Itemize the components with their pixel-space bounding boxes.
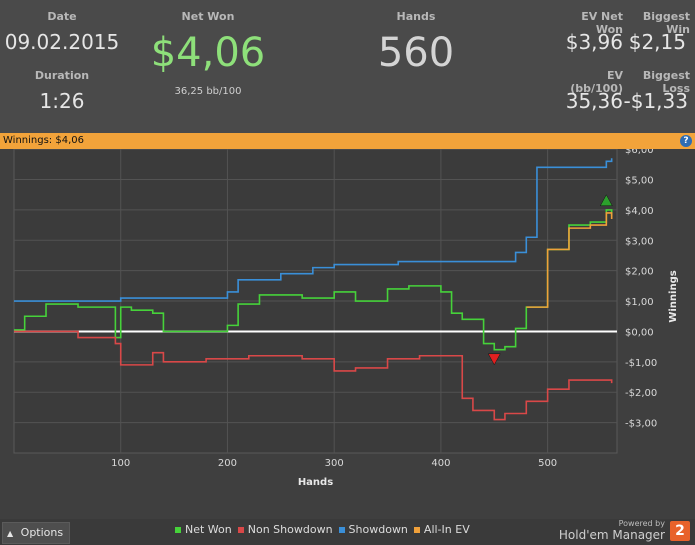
options-label: Options [20,526,64,539]
hm2-logo-icon: 2 [670,521,690,541]
date-value: 09.02.2015 [4,30,120,54]
y-tick-label: $6,00 [625,149,654,156]
hands-value: 560 [377,30,455,76]
date-label: Date [47,10,77,23]
legend-item: Showdown [338,523,408,536]
brand-name: Hold'em Manager [558,528,665,542]
winnings-banner: Winnings: $4,06 ? [0,133,695,149]
plot-area [13,146,618,454]
legend-swatch [338,527,345,533]
netwon-bb100: 36,25 bb/100 [174,86,242,97]
winnings-banner-text: Winnings: $4,06 [3,135,84,146]
legend-swatch [413,527,420,533]
legend-swatch [175,527,181,533]
ev-bb100-label: EV (bb/100) [570,69,623,95]
legend-swatch [237,527,244,533]
y-tick-label: $0,00 [625,327,654,338]
legend-item: All-In EV [413,523,470,536]
winnings-chart: 100 200 300 400 500 $6,00 $5,00 $4,00 $3,00 $2,00… [0,145,695,519]
y-axis-label: Winnings [668,270,679,322]
legend-item: Non Showdown [237,523,333,536]
stats-panel: Date 09.02.2015 Duration 1:26 Net Won $4… [0,0,695,133]
biggest-loss-label: Biggest Loss [642,69,690,95]
series-line-all-in-ev [526,212,613,308]
min-marker-icon [487,353,501,366]
netwon-label: Net Won [181,10,235,23]
x-axis-label: Hands [298,477,333,488]
series-line-non-showdown [14,330,613,421]
netwon-value: $4,06 [150,30,266,76]
x-tick-label: 200 [218,458,237,469]
footer-bar: ▲ Options Net Won Non Showdown Showdown All… [0,519,695,545]
legend-item: Net Won [175,523,232,536]
duration-value: 1:26 [39,89,85,113]
y-tick-label: $2,00 [625,267,654,278]
y-tick-label: -$1,00 [625,358,657,369]
duration-label: Duration [34,69,90,82]
brand: Powered by Hold'em Manager [559,519,665,542]
ev-net-label: EV Net Won [581,10,623,36]
legend-label: Non Showdown [247,523,333,536]
x-tick-label: 400 [431,458,450,469]
winnings-chart-svg: 100 200 300 400 500 $6,00 $5,00 $4,00 $3,00 $2,00… [13,145,679,488]
y-tick-label: $5,00 [625,176,654,187]
y-tick-label: $4,00 [625,206,654,217]
options-button[interactable]: ▲ Options [2,522,70,544]
ev-net-value: $3,96 [565,30,623,54]
chart-legend: Net Won Non Showdown Showdown All-In EV [175,523,476,536]
ev-bb100-value: 35,36 [565,89,623,113]
y-tick-label: $1,00 [625,297,654,308]
legend-label: All-In EV [423,523,470,536]
y-tick-label: -$2,00 [625,388,657,399]
y-tick-label: $3,00 [625,236,654,247]
x-tick-label: 100 [111,458,130,469]
biggest-win-value: $2,15 [628,30,686,54]
max-marker-icon [599,194,613,207]
biggest-win-label: Biggest Win [642,10,690,36]
biggest-loss-value: -$1,33 [623,89,688,113]
y-tick-label: -$3,00 [625,419,657,430]
hands-label: Hands [396,10,436,23]
legend-label: Net Won [185,523,232,536]
x-tick-label: 300 [325,458,344,469]
help-icon[interactable]: ? [680,135,692,147]
legend-label: Showdown [348,523,408,536]
series-line-showdown [14,158,613,302]
x-tick-label: 500 [538,458,557,469]
powered-by-text: Powered by [618,519,665,528]
chevron-up-icon: ▲ [7,529,14,538]
